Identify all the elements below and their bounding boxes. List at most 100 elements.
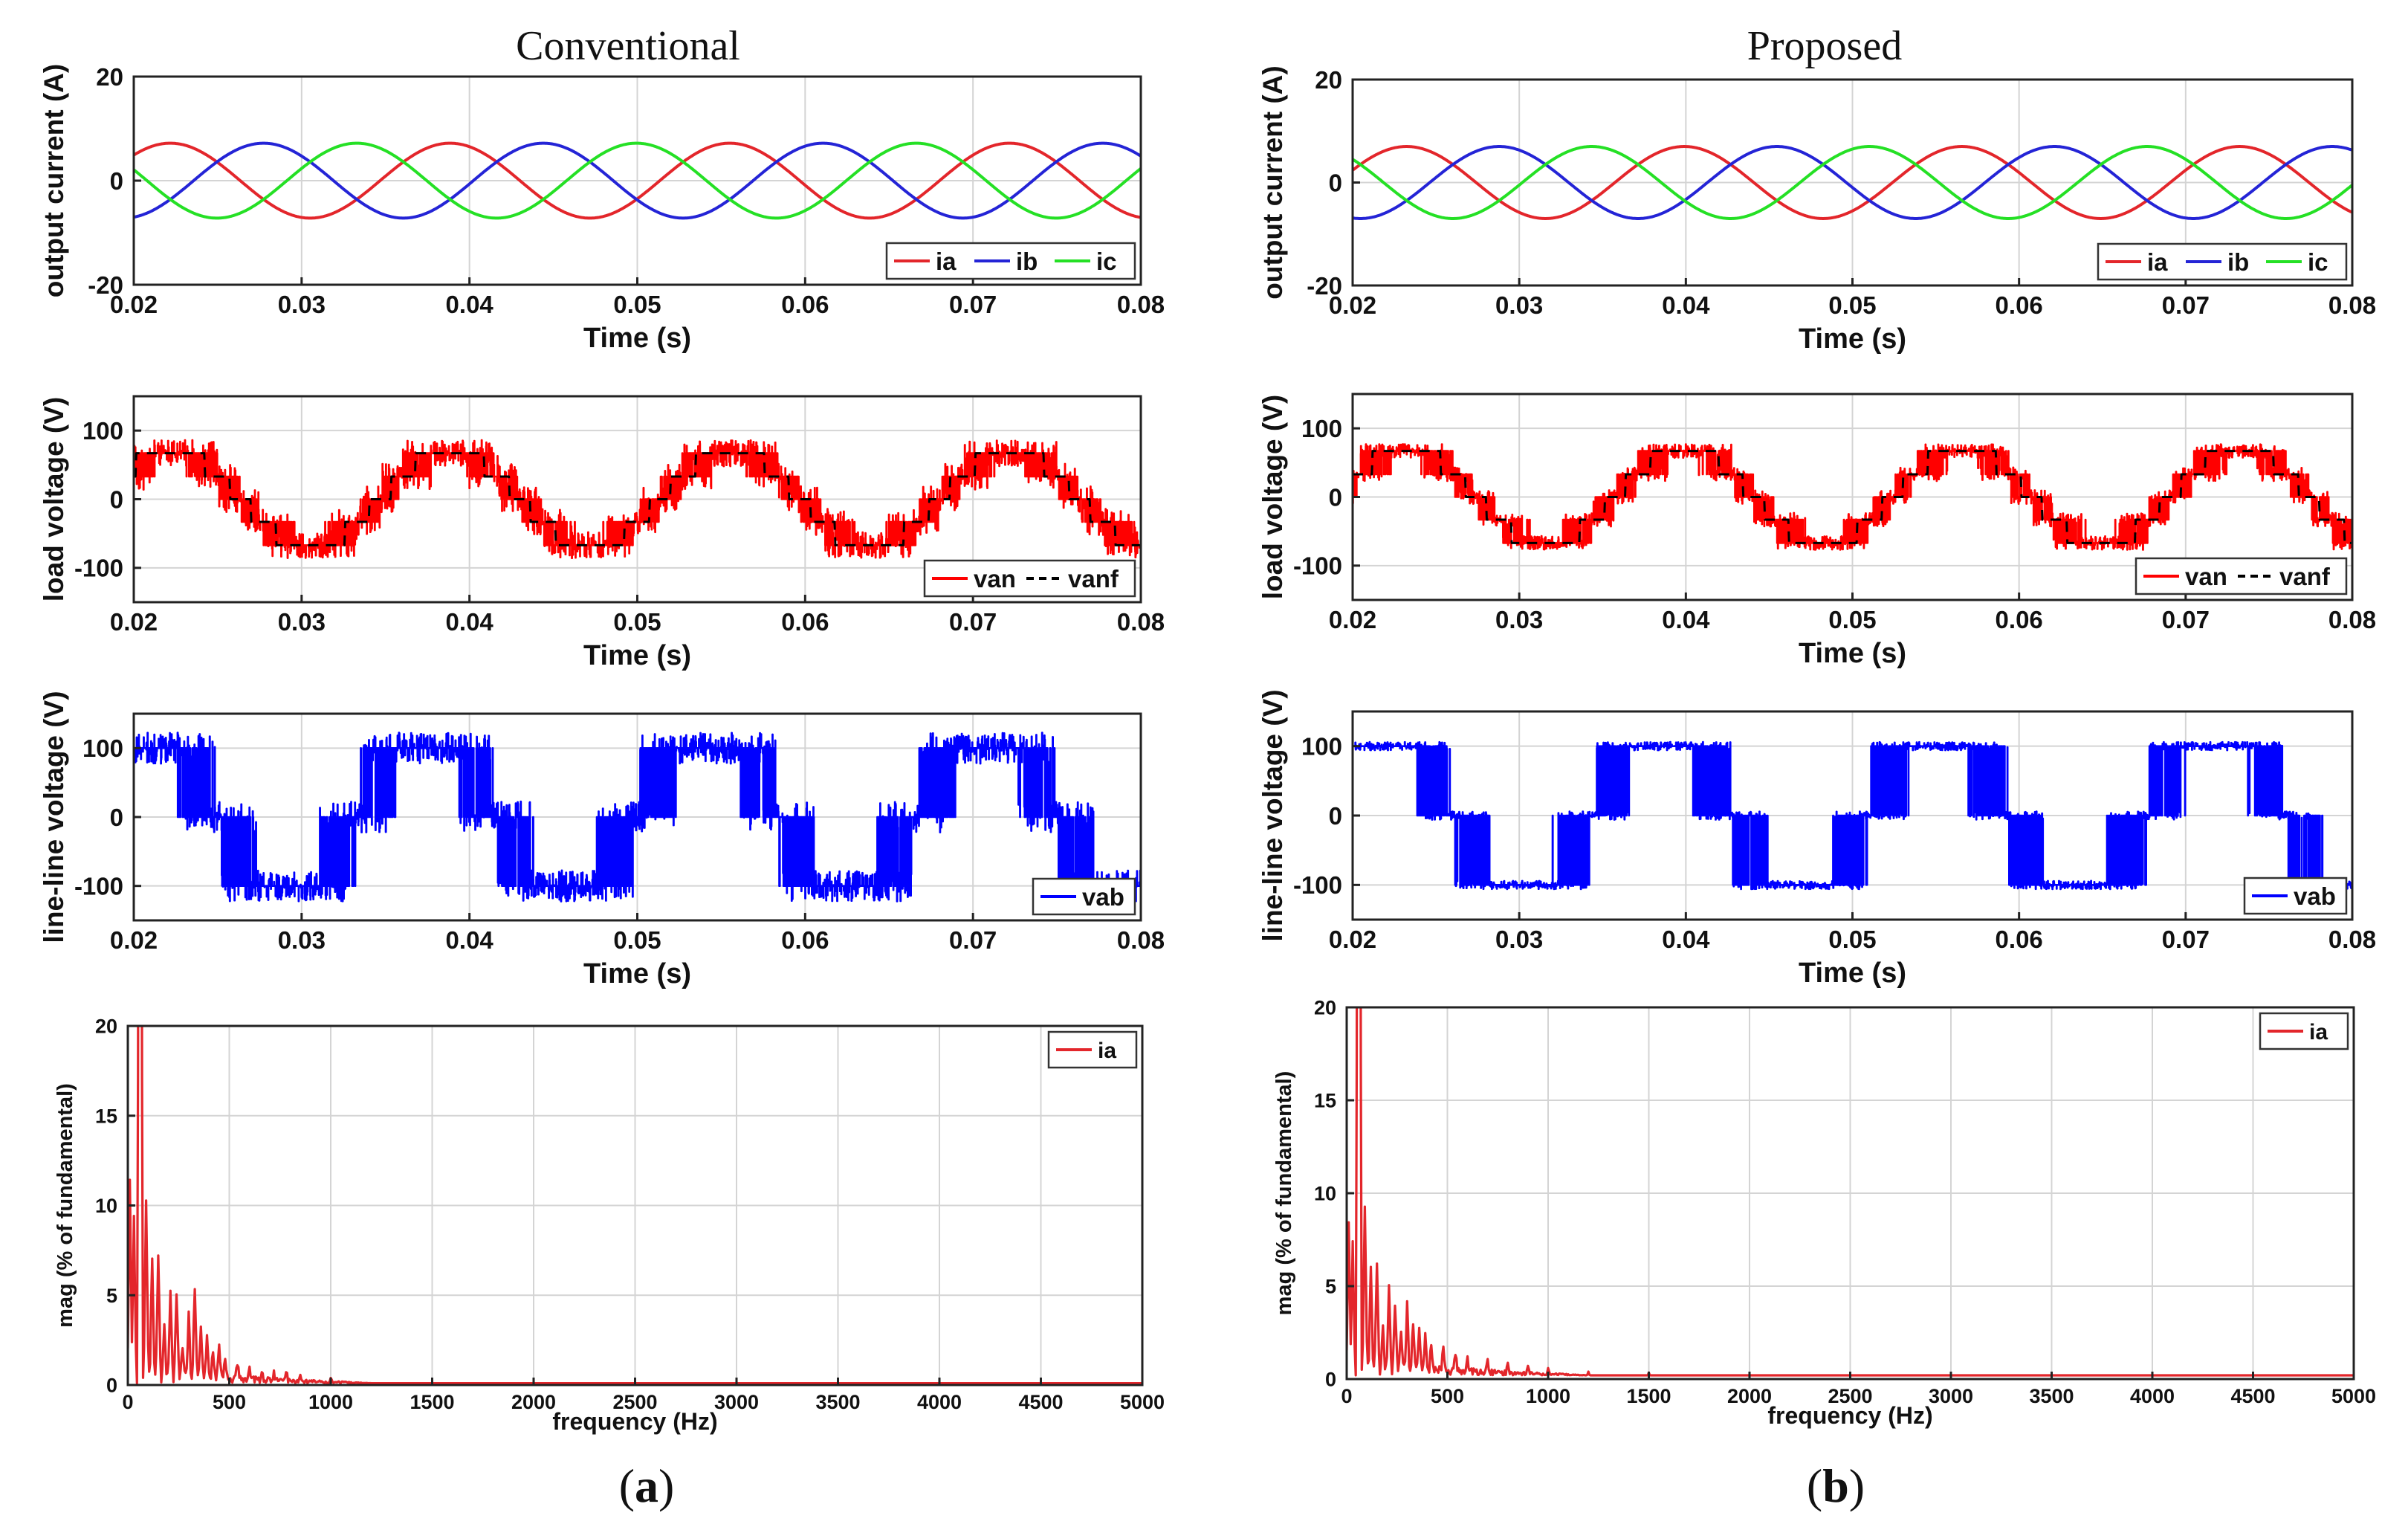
- legend-label-vab: vab: [2294, 882, 2336, 910]
- x-tick-label: 4500: [2230, 1385, 2275, 1407]
- x-axis-label: Time (s): [1799, 958, 1906, 989]
- y-tick-label: 100: [82, 735, 123, 762]
- x-tick-label: 2500: [1828, 1385, 1872, 1407]
- series-ib: [1353, 145, 2352, 220]
- y-tick-label: 10: [1314, 1183, 1336, 1205]
- y-tick-label: -100: [1293, 871, 1342, 899]
- legend-label-ic: ic: [1096, 248, 1117, 275]
- caption-a-open: (: [619, 1459, 635, 1512]
- x-tick-label: 0.07: [949, 926, 997, 954]
- y-axis-label: mag (% of fundamental): [54, 1083, 77, 1328]
- legend-label-vab: vab: [1082, 883, 1124, 911]
- x-tick-label: 0.04: [1662, 606, 1710, 633]
- legend: vab: [1032, 877, 1136, 916]
- chart-a-line: 0.02 0.03 0.04 0.05 0.06 0.07 0.08 -100 0 100 Time…: [39, 691, 1165, 990]
- legend-label-ia: ia: [936, 248, 957, 275]
- legend: ia ib ic: [885, 242, 1136, 280]
- chart-b-current: 0.02 0.03 0.04 0.05 0.06 0.07 0.08 -20 0 20 Time (…: [1258, 65, 2376, 355]
- x-tick-label: 0.04: [1662, 291, 1710, 319]
- series-ib: [134, 141, 1141, 220]
- x-tick-label: 0.03: [1495, 926, 1543, 953]
- series-ic: [1353, 145, 2352, 220]
- x-tick-label: 0.08: [2328, 926, 2376, 953]
- chart-a-current: 0.02 0.03 0.04 0.05 0.06 0.07 0.08 -20 0 20 Time (…: [39, 63, 1165, 354]
- x-tick-label: 0.05: [1828, 291, 1876, 319]
- x-tick-label: 0.04: [446, 608, 494, 636]
- x-tick-label: 3500: [2029, 1385, 2074, 1407]
- caption-a: (a): [619, 1459, 675, 1512]
- chart-a-fft: 0 500 1000 1500 2000 2500 3000 3500 4000 4500 5000…: [54, 1016, 1165, 1435]
- legend: ia ib ic: [2097, 242, 2348, 281]
- y-tick-label: 15: [1314, 1090, 1336, 1112]
- series-group: [1353, 740, 2352, 891]
- x-tick-label: 0.03: [278, 926, 326, 954]
- x-axis-label: Time (s): [583, 640, 691, 671]
- x-tick-label: 2000: [1727, 1385, 1772, 1407]
- x-tick-label: 0.06: [1996, 606, 2043, 633]
- caption-b-close: ): [1849, 1459, 1865, 1512]
- chart-panels: 0.02 0.03 0.04 0.05 0.06 0.07 0.08 -20 0 20 Time (…: [39, 63, 2376, 1435]
- x-tick-label: 0.03: [1495, 291, 1543, 319]
- y-tick-label: 0: [1329, 483, 1342, 511]
- x-tick-label: 0.02: [1329, 291, 1376, 319]
- x-tick-label: 0.07: [949, 608, 997, 636]
- caption-b: (b): [1807, 1459, 1865, 1512]
- x-tick-label: 0.04: [446, 926, 494, 954]
- x-tick-label: 0.07: [2162, 926, 2210, 953]
- caption-b-open: (: [1807, 1459, 1822, 1512]
- series-ic: [134, 141, 1141, 220]
- x-tick-label: 0.03: [1495, 606, 1543, 633]
- x-tick-label: 0.02: [1329, 606, 1376, 633]
- x-tick-label: 1500: [410, 1391, 454, 1413]
- x-tick-label: 1500: [1626, 1385, 1671, 1407]
- y-tick-label: 0: [1325, 1369, 1336, 1391]
- x-tick-label: 0.06: [1996, 291, 2043, 319]
- x-tick-label: 0.08: [2328, 606, 2376, 633]
- x-tick-label: 1000: [1526, 1385, 1570, 1407]
- y-tick-label: -100: [74, 555, 123, 582]
- y-tick-label: 0: [1329, 169, 1342, 196]
- column-title-proposed: Proposed: [1747, 23, 1902, 69]
- y-axis-label: output current (A): [1258, 65, 1288, 299]
- series-group: [134, 439, 1141, 559]
- x-tick-label: 0.07: [2162, 606, 2210, 633]
- legend: ia: [1047, 1030, 1138, 1069]
- y-tick-label: 20: [1314, 997, 1336, 1019]
- x-axis-label: Time (s): [1799, 323, 1906, 355]
- legend: van vanf: [2134, 557, 2348, 595]
- x-tick-label: 1000: [308, 1391, 353, 1413]
- legend: van vanf: [923, 559, 1136, 598]
- x-tick-label: 0.04: [446, 291, 494, 318]
- series-van: [134, 439, 1141, 559]
- y-axis-label: line-line voltage (V): [39, 691, 69, 943]
- y-tick-label: -100: [1293, 552, 1342, 580]
- y-tick-label: 100: [1301, 415, 1342, 442]
- chart-b-fft: 0 500 1000 1500 2000 2500 3000 3500 4000 4500 5000…: [1272, 997, 2376, 1429]
- x-tick-label: 0.08: [1117, 926, 1165, 954]
- column-title-conventional: Conventional: [516, 23, 740, 69]
- x-tick-label: 0.08: [1117, 291, 1165, 318]
- caption-b-letter: b: [1822, 1459, 1849, 1512]
- legend-label-ib: ib: [2227, 248, 2249, 276]
- x-tick-label: 0.04: [1662, 926, 1710, 953]
- x-axis-label: Time (s): [1799, 638, 1906, 669]
- x-axis-label: frequency (Hz): [552, 1408, 717, 1435]
- y-tick-label: -100: [74, 873, 123, 900]
- x-tick-label: 0.03: [278, 608, 326, 636]
- chart-b-line: 0.02 0.03 0.04 0.05 0.06 0.07 0.08 -100 0 100 Time…: [1258, 689, 2376, 989]
- y-tick-label: 0: [106, 1375, 117, 1397]
- series-vab: [1353, 740, 2352, 891]
- x-tick-label: 5000: [1120, 1391, 1165, 1413]
- legend-label-ia: ia: [1098, 1039, 1116, 1063]
- legend-label-ia: ia: [2147, 248, 2168, 276]
- x-tick-label: 0.05: [1828, 606, 1876, 633]
- legend-label-van: van: [974, 565, 1016, 593]
- y-tick-label: 0: [110, 167, 123, 195]
- x-tick-label: 3000: [714, 1391, 759, 1413]
- y-tick-label: 15: [95, 1105, 117, 1127]
- x-tick-label: 4000: [917, 1391, 962, 1413]
- x-tick-label: 0.03: [278, 291, 326, 318]
- x-tick-label: 500: [1431, 1385, 1464, 1407]
- x-tick-label: 0.06: [781, 608, 829, 636]
